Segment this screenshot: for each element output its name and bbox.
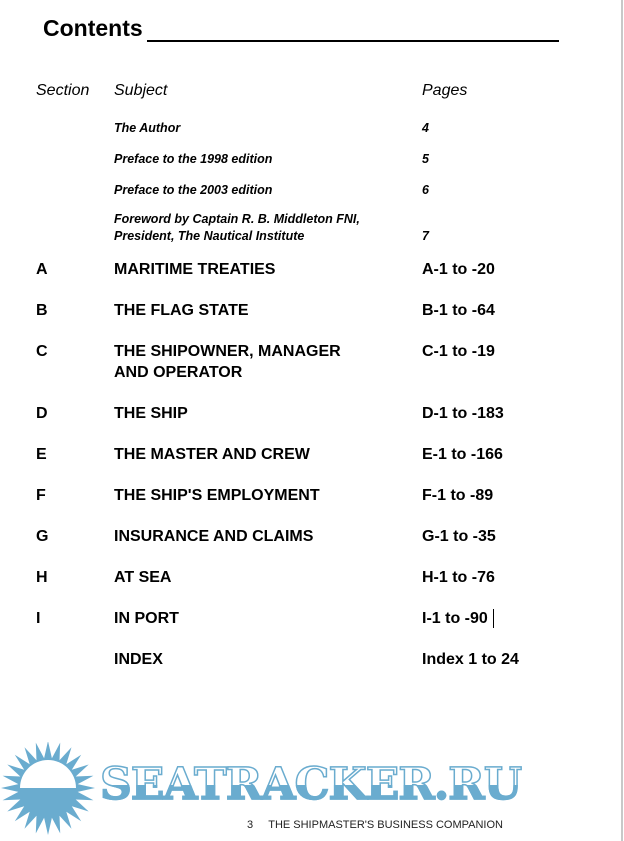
front-matter-subject: Preface to the 1998 edition bbox=[114, 152, 273, 166]
section-letter: A bbox=[36, 261, 48, 278]
sun-rays bbox=[1, 742, 95, 835]
section-letter: F bbox=[36, 487, 46, 504]
section-pages: I-1 to -90 bbox=[422, 610, 488, 627]
section-subject: AT SEA bbox=[114, 569, 172, 586]
section-subject: THE FLAG STATE bbox=[114, 302, 249, 319]
page-title: Contents bbox=[43, 15, 143, 41]
front-matter-pages: 7 bbox=[422, 229, 429, 243]
footer-page-number: 3 bbox=[247, 819, 254, 831]
section-letter: B bbox=[36, 302, 48, 319]
page-footer: 3 THE SHIPMASTER'S BUSINESS COMPANION bbox=[247, 818, 503, 832]
front-matter-pages: 5 bbox=[422, 152, 429, 166]
header-pages: Pages bbox=[422, 82, 468, 99]
section-pages: C-1 to -19 bbox=[422, 343, 495, 360]
section-pages: Index 1 to 24 bbox=[422, 651, 519, 668]
section-subject: IN PORT bbox=[114, 610, 179, 627]
front-matter-pages: 6 bbox=[422, 183, 429, 197]
section-pages: A-1 to -20 bbox=[422, 261, 495, 278]
text-cursor bbox=[493, 609, 494, 628]
section-pages: B-1 to -64 bbox=[422, 302, 495, 319]
section-subject: THE SHIPOWNER, MANAGER AND OPERATOR bbox=[114, 343, 341, 381]
sun-logo-icon bbox=[1, 742, 95, 835]
section-letter: I bbox=[36, 610, 41, 627]
section-letter: C bbox=[36, 343, 48, 360]
section-letter: D bbox=[36, 405, 48, 422]
section-subject: INSURANCE AND CLAIMS bbox=[114, 528, 314, 545]
section-pages: E-1 to -166 bbox=[422, 446, 503, 463]
section-letter: E bbox=[36, 446, 47, 463]
header-subject: Subject bbox=[114, 82, 168, 99]
front-matter-subject: The Author bbox=[114, 121, 181, 135]
watermark-logo: SEATRACKER.RU bbox=[99, 758, 523, 811]
front-matter-pages: 4 bbox=[422, 121, 429, 135]
header-section: Section bbox=[36, 82, 90, 99]
front-matter-subject: Foreword by Captain R. B. Middleton FNI,… bbox=[114, 212, 360, 243]
title-rule bbox=[147, 40, 559, 42]
section-pages: H-1 to -76 bbox=[422, 569, 495, 586]
section-subject: MARITIME TREATIES bbox=[114, 261, 276, 278]
section-subject: THE SHIP'S EMPLOYMENT bbox=[114, 487, 320, 504]
section-subject: THE MASTER AND CREW bbox=[114, 446, 310, 463]
section-pages: D-1 to -183 bbox=[422, 405, 504, 422]
front-matter-subject: Preface to the 2003 edition bbox=[114, 183, 273, 197]
section-pages: F-1 to -89 bbox=[422, 487, 494, 504]
section-subject: THE SHIP bbox=[114, 405, 188, 422]
footer-book-title: THE SHIPMASTER'S BUSINESS COMPANION bbox=[268, 819, 503, 831]
section-subject: INDEX bbox=[114, 651, 163, 668]
section-letter: H bbox=[36, 569, 48, 586]
page-edge bbox=[621, 0, 623, 841]
sun-upper-half bbox=[20, 760, 76, 788]
section-letter: G bbox=[36, 528, 49, 545]
section-pages: G-1 to -35 bbox=[422, 528, 496, 545]
